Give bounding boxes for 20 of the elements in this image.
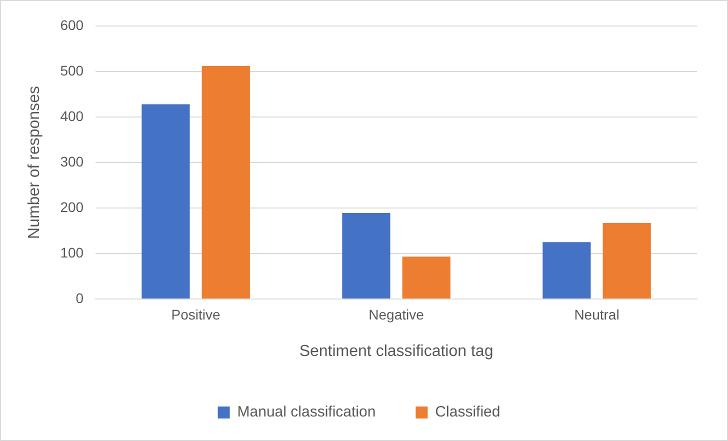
y-tick-label: 0	[76, 290, 84, 306]
x-tick-label: Neutral	[574, 306, 620, 322]
bar	[142, 104, 190, 298]
bar	[342, 213, 390, 298]
y-tick-label: 100	[60, 244, 84, 260]
y-axis-title: Number of responses	[26, 86, 44, 239]
bar	[542, 242, 591, 298]
bar	[202, 66, 250, 298]
y-tick-label: 200	[60, 198, 84, 215]
bar	[602, 223, 651, 298]
x-tick-label: Positive	[171, 306, 221, 322]
bar	[402, 256, 450, 298]
y-tick-label: 500	[60, 62, 84, 78]
y-tick-label: 400	[60, 108, 84, 124]
y-tick-label: 300	[60, 153, 84, 170]
legend-label: Classified	[435, 404, 500, 421]
y-tick-label: 600	[60, 16, 84, 33]
x-tick-label: Negative	[368, 306, 424, 322]
legend-label: Manual classification	[237, 404, 376, 421]
x-axis-title: Sentiment classification tag	[299, 342, 494, 360]
